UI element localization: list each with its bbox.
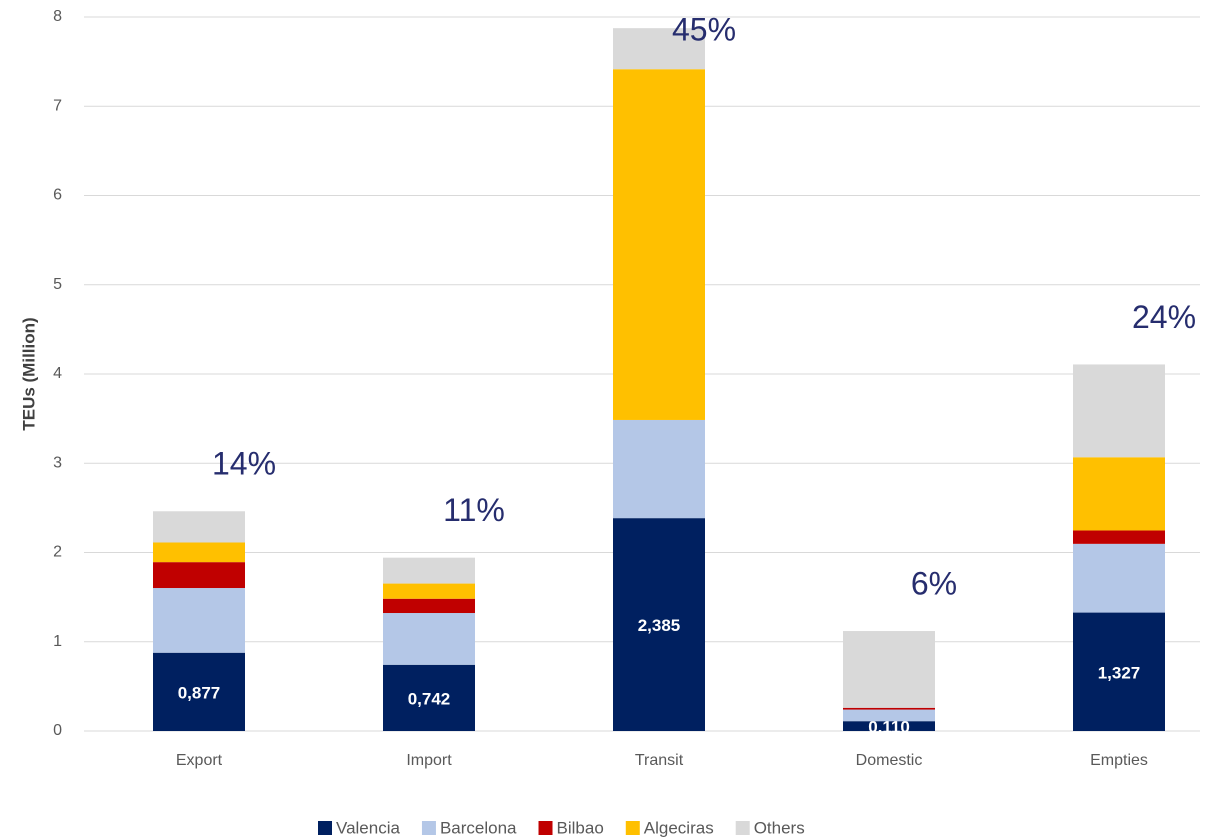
y-tick-label: 0: [53, 722, 62, 739]
share-annotation: 45%: [672, 11, 736, 47]
value-label: 1,327: [1098, 663, 1141, 682]
bar-segment: [383, 598, 475, 614]
share-annotation: 11%: [443, 492, 505, 528]
share-annotation: 24%: [1132, 299, 1196, 335]
bar-segment: [383, 557, 475, 584]
bar-segment: [153, 542, 245, 563]
bar-segment: [383, 613, 475, 665]
bar-segment: [613, 28, 705, 70]
bar-segment: [843, 721, 935, 731]
bar-segment: [843, 709, 935, 722]
legend-label: Others: [754, 818, 805, 837]
y-tick-label: 4: [53, 365, 62, 382]
y-tick-label: 8: [53, 8, 62, 25]
bar-segment: [1073, 530, 1165, 544]
legend-swatch: [625, 821, 640, 835]
value-label: 0,877: [178, 683, 221, 702]
legend-swatch: [318, 821, 332, 835]
bar-segment: [153, 652, 245, 731]
y-tick-label: 5: [53, 276, 62, 293]
bar-segment: [1073, 543, 1165, 613]
y-tick-label: 3: [53, 454, 62, 471]
bar-segment: [613, 518, 705, 731]
x-tick-label: Transit: [635, 752, 684, 769]
bar-segment: [843, 631, 935, 708]
bar-segment: [613, 419, 705, 519]
bar-segment: [843, 707, 935, 710]
legend-swatch: [538, 821, 553, 835]
x-tick-label: Export: [176, 752, 223, 769]
legend-label: Bilbao: [557, 818, 604, 837]
y-tick-label: 2: [53, 544, 62, 561]
bar-segment: [613, 69, 705, 420]
bar-segment: [153, 588, 245, 653]
value-label: 0,110: [868, 718, 910, 737]
share-annotation: 14%: [212, 446, 276, 482]
bar-segment: [1073, 612, 1165, 731]
y-axis-label: TEUs (Million): [19, 317, 38, 430]
x-tick-label: Import: [406, 752, 452, 769]
x-tick-label: Empties: [1090, 752, 1148, 769]
bar-segment: [153, 562, 245, 589]
y-tick-label: 1: [53, 633, 62, 650]
y-tick-label: 7: [53, 97, 62, 114]
legend-label: Algeciras: [644, 818, 714, 837]
legend-swatch: [735, 821, 750, 835]
bar-segment: [383, 664, 475, 731]
value-label: 0,742: [408, 689, 451, 708]
legend-label: Valencia: [336, 818, 400, 837]
legend-label: Barcelona: [440, 818, 517, 837]
bar-segment: [1073, 364, 1165, 458]
x-tick-label: Domestic: [856, 752, 923, 769]
bar-segment: [1073, 457, 1165, 531]
y-tick-label: 6: [53, 187, 62, 204]
share-annotation: 6%: [911, 565, 957, 601]
bar-segment: [153, 511, 245, 543]
legend-swatch: [421, 821, 436, 835]
bar-segment: [383, 583, 475, 599]
value-label: 2,385: [638, 616, 681, 635]
